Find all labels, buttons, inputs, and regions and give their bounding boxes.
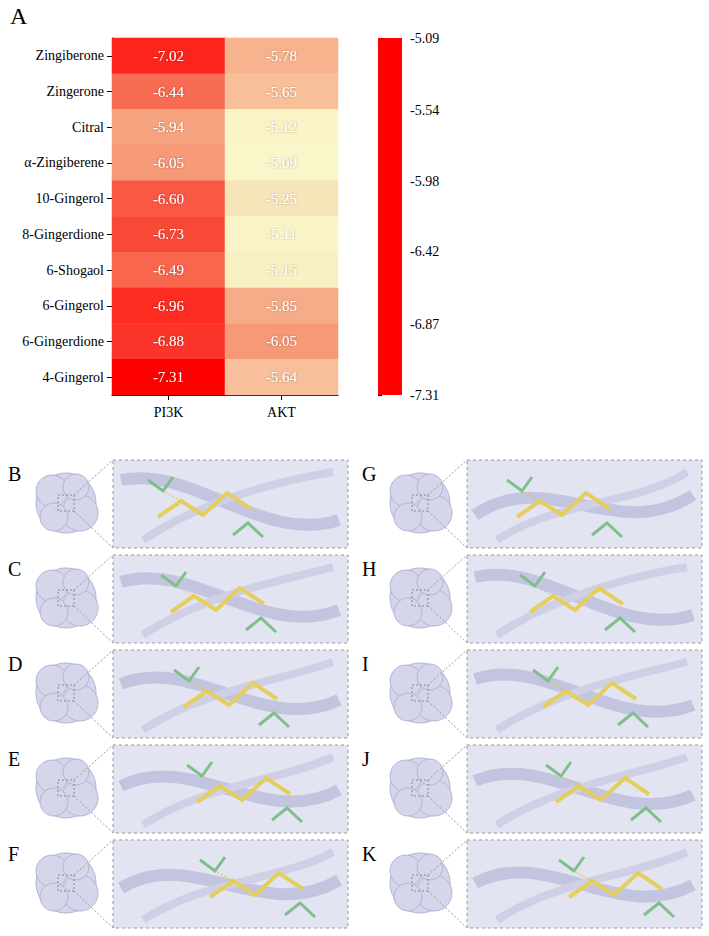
svg-text:-6.87: -6.87 (410, 317, 439, 332)
svg-text:Zingerone: Zingerone (46, 84, 104, 99)
svg-text:6-Shogaol: 6-Shogaol (46, 263, 104, 278)
svg-text:A: A (10, 3, 28, 29)
svg-text:Citral: Citral (72, 120, 104, 135)
svg-text:-5.25: -5.25 (266, 191, 297, 207)
svg-text:-5.64: -5.64 (266, 369, 298, 385)
svg-text:-6.96: -6.96 (153, 298, 185, 314)
svg-text:4-Gingerol: 4-Gingerol (43, 370, 105, 385)
svg-text:6-Gingerdione: 6-Gingerdione (22, 334, 104, 349)
svg-text:-5.09: -5.09 (266, 155, 297, 171)
svg-text:-5.98: -5.98 (410, 174, 439, 189)
svg-text:-6.05: -6.05 (266, 333, 297, 349)
svg-text:-5.65: -5.65 (266, 84, 297, 100)
svg-text:-5.85: -5.85 (266, 298, 297, 314)
svg-text:-5.11: -5.11 (266, 226, 297, 242)
svg-text:-5.78: -5.78 (266, 48, 297, 64)
svg-text:F: F (8, 843, 19, 865)
svg-text:-7.31: -7.31 (153, 369, 184, 385)
svg-text:-6.60: -6.60 (153, 191, 184, 207)
svg-text:-5.94: -5.94 (153, 119, 185, 135)
svg-text:6-Gingerol: 6-Gingerol (43, 298, 105, 313)
svg-text:Zingiberone: Zingiberone (36, 48, 104, 63)
svg-text:-5.12: -5.12 (266, 119, 297, 135)
svg-text:PI3K: PI3K (154, 405, 184, 420)
svg-text:C: C (8, 558, 21, 580)
svg-text:H: H (362, 558, 376, 580)
svg-text:-6.44: -6.44 (153, 84, 185, 100)
svg-text:-5.15: -5.15 (266, 262, 297, 278)
svg-text:-6.42: -6.42 (410, 244, 439, 259)
svg-text:-7.31: -7.31 (410, 388, 439, 403)
svg-text:G: G (362, 463, 376, 485)
svg-text:-5.09: -5.09 (410, 31, 439, 46)
svg-text:-6.88: -6.88 (153, 333, 184, 349)
svg-text:-6.73: -6.73 (153, 226, 184, 242)
svg-text:J: J (362, 748, 370, 770)
svg-text:-6.05: -6.05 (153, 155, 184, 171)
svg-text:α-Zingiberene: α-Zingiberene (24, 155, 104, 170)
svg-text:I: I (362, 653, 369, 675)
svg-text:-7.02: -7.02 (153, 48, 184, 64)
svg-text:K: K (362, 843, 377, 865)
svg-text:10-Gingerol: 10-Gingerol (36, 191, 105, 206)
svg-text:D: D (8, 653, 22, 675)
svg-text:E: E (8, 748, 20, 770)
svg-text:B: B (8, 463, 21, 485)
svg-text:-5.54: -5.54 (410, 103, 439, 118)
svg-text:AKT: AKT (267, 405, 296, 420)
svg-text:8-Gingerdione: 8-Gingerdione (22, 227, 104, 242)
svg-text:-6.49: -6.49 (153, 262, 184, 278)
